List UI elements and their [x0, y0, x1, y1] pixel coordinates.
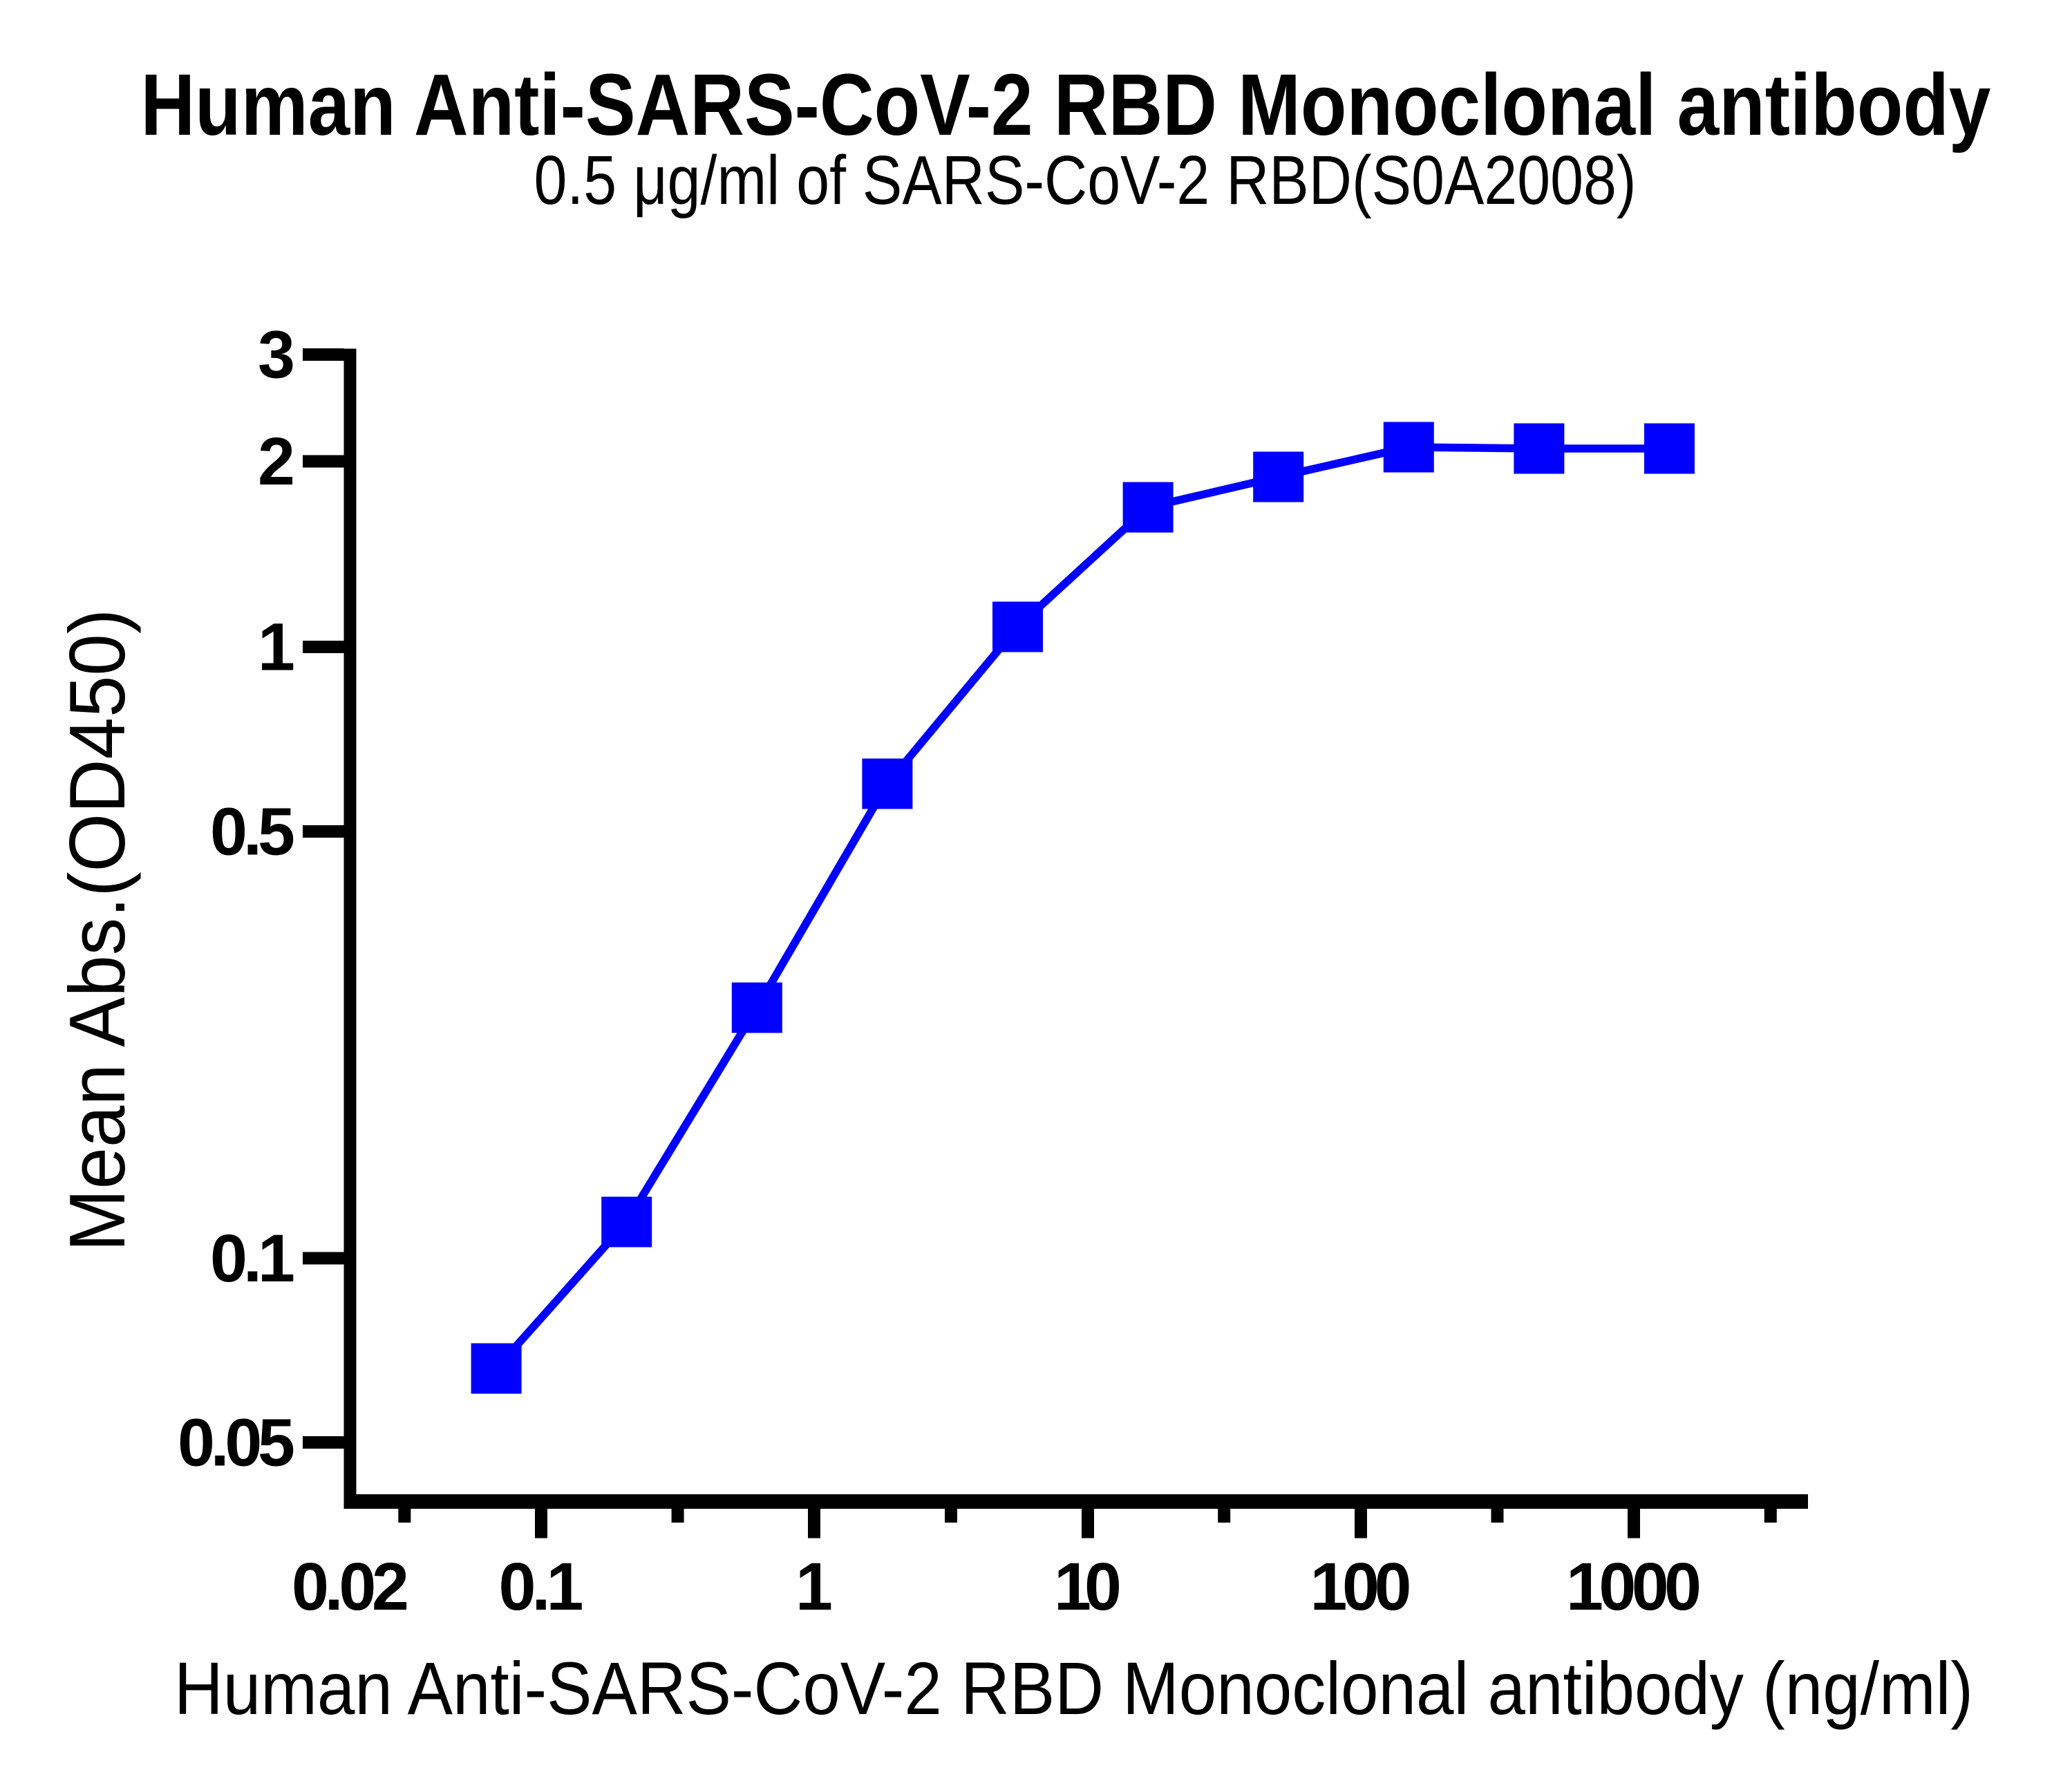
svg-text:0.1: 0.1	[499, 1549, 584, 1624]
svg-text:0.05: 0.05	[178, 1405, 295, 1480]
svg-text:2: 2	[258, 424, 295, 499]
svg-text:1: 1	[795, 1549, 833, 1624]
svg-text:1: 1	[258, 610, 295, 685]
svg-text:0.5: 0.5	[210, 794, 295, 869]
svg-text:0.02: 0.02	[292, 1549, 409, 1624]
svg-text:Human Anti-SARS-CoV-2 RBD Mono: Human Anti-SARS-CoV-2 RBD Monoclonal ant…	[141, 56, 1991, 153]
svg-text:Human Anti-SARS-CoV-2 RBD Mono: Human Anti-SARS-CoV-2 RBD Monoclonal ant…	[174, 1646, 1973, 1730]
svg-text:0.5 μg/ml of SARS-CoV-2 RBD(S0: 0.5 μg/ml of SARS-CoV-2 RBD(S0A2008)	[534, 142, 1637, 219]
svg-text:Mean Abs.(OD450): Mean Abs.(OD450)	[54, 609, 142, 1252]
svg-text:10: 10	[1054, 1549, 1122, 1624]
svg-text:0.1: 0.1	[210, 1221, 295, 1296]
svg-text:3: 3	[258, 317, 295, 393]
svg-text:1000: 1000	[1566, 1549, 1702, 1624]
svg-text:100: 100	[1310, 1549, 1412, 1624]
